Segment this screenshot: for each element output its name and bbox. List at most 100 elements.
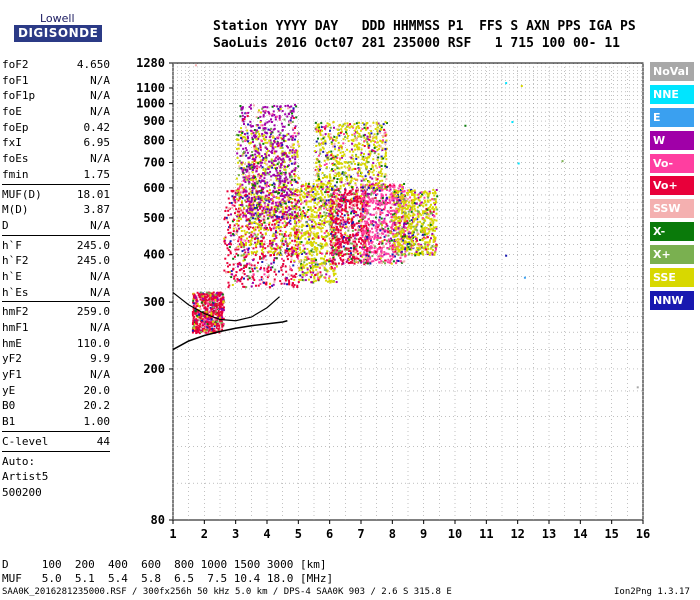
echo-point [341,225,344,228]
echo-point [250,202,253,205]
echo-point [289,135,292,138]
echo-point [290,162,293,165]
echo-point [232,198,235,201]
echo-point [306,190,309,193]
echo-point [262,129,265,132]
echo-point [371,190,374,193]
echo-point [367,258,370,261]
echo-point [364,212,367,215]
echo-point [283,182,286,185]
echo-point [221,323,224,326]
echo-point [263,240,266,243]
param-row: D N/A [2,218,110,234]
echo-point [355,260,358,263]
echo-point [250,141,253,144]
echo-point [363,204,366,207]
echo-point [272,210,275,213]
echo-point [196,291,199,294]
param-value: 3.87 [83,203,111,217]
echo-point [400,184,403,187]
echo-point [341,260,344,263]
echo-point [332,227,335,230]
echo-point [307,205,310,208]
echo-point [258,185,261,188]
echo-point [280,245,283,248]
echo-point [324,260,327,263]
echo-point [355,189,358,192]
echo-point [225,218,228,221]
echo-point [193,293,196,296]
echo-point [201,324,204,327]
echo-point [207,332,210,335]
echo-point [293,169,296,172]
echo-point [233,204,236,207]
echo-point [331,216,334,219]
echo-point [372,189,375,192]
echo-point [370,200,373,203]
echo-point [260,224,263,227]
echo-point [358,199,361,202]
echo-point [308,261,311,264]
echo-point [273,104,276,107]
echo-point [282,173,285,176]
echo-point [295,116,298,119]
echo-point [293,217,296,220]
echo-point [243,285,246,288]
echo-point [341,220,344,223]
echo-point [298,246,301,249]
echo-point [344,206,347,209]
echo-point [351,219,354,222]
echo-point [294,247,297,250]
echo-point [400,248,403,251]
echo-point [227,228,230,231]
echo-point [318,263,321,266]
echo-point [289,119,292,122]
echo-point [203,313,206,316]
x-tick-label: 13 [542,527,556,541]
echo-point [324,214,327,217]
echo-point [337,228,340,231]
echo-point [263,134,266,137]
echo-point [322,204,325,207]
echo-point [247,240,250,243]
echo-point [307,187,310,190]
echo-point [265,211,268,214]
echo-point [247,228,250,231]
echo-point [241,140,244,143]
param-name: hmE [2,336,22,350]
echo-point [359,236,362,239]
echo-point [305,188,308,191]
echo-point [238,215,241,218]
echo-point [240,167,243,170]
echo-point [271,149,274,152]
echo-point [291,136,294,139]
echo-point [371,231,374,234]
echo-point [352,207,355,210]
echo-point [233,224,236,227]
echo-point [291,115,294,118]
echo-point [277,217,280,220]
echo-point [210,324,213,327]
echo-point [302,224,305,227]
echo-point [248,204,251,207]
echo-point [260,191,263,194]
echo-point [336,201,339,204]
echo-point [214,323,217,326]
echo-point [361,213,364,216]
echo-point [367,233,370,236]
param-value: 20.0 [83,383,111,397]
echo-point [325,242,328,245]
echo-point [297,254,300,257]
echo-point [385,242,388,245]
echo-point [281,233,284,236]
param-row: yE 20.0 [2,383,110,399]
echo-point [247,200,250,203]
echo-point [368,204,371,207]
echo-point [369,256,372,259]
echo-point [261,257,264,260]
echo-point [283,233,286,236]
echo-point [335,253,338,256]
echo-point [238,197,241,200]
echo-point [282,184,285,187]
echo-point [292,194,295,197]
